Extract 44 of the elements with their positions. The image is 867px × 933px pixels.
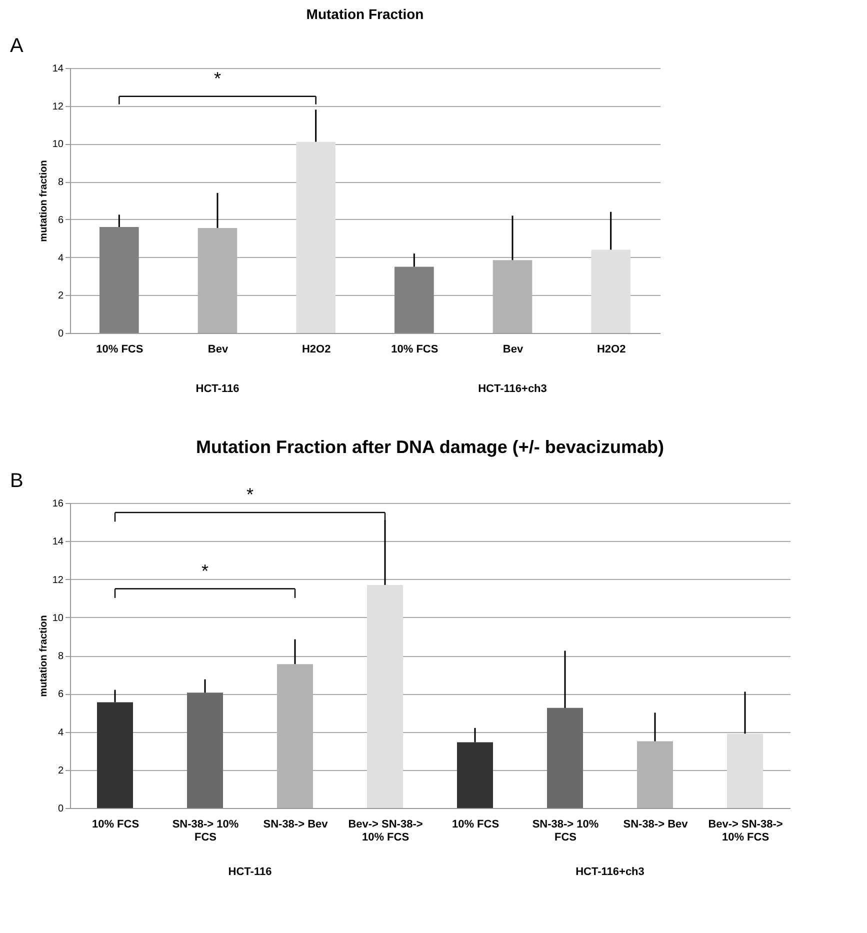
y-tick-label: 8 (58, 651, 64, 662)
chart-title: Mutation Fraction after DNA damage (+/- bevacizumab) (196, 437, 664, 457)
x-tick-label: 10% FCS (96, 344, 144, 356)
x-tick-label: SN-38-> 10% FCS (532, 818, 599, 844)
text: A (10, 35, 24, 57)
x-tick-label: 10% FCS (452, 818, 500, 830)
x-tick-label: Bev-> SN-38-> 10% FCS (348, 818, 423, 844)
y-tick-label: 12 (52, 574, 64, 586)
x-tick-label: H2O2 (302, 344, 331, 356)
x-tick-label: SN-38-> 10% FCS (172, 818, 239, 844)
annotation: * (246, 484, 254, 505)
text: HCT-116+ch3 (478, 383, 547, 395)
y-tick-label: 14 (52, 64, 64, 74)
y-tick-label: 10 (52, 139, 64, 150)
y-tick-label: 8 (58, 177, 64, 188)
annotation: * (214, 68, 222, 88)
text: B (10, 470, 24, 492)
x-tick-label: SN-38-> Bev (623, 818, 689, 830)
text: HCT-116+ch3 (576, 866, 644, 878)
x-tick-label: 10% FCS (92, 818, 140, 830)
y-tick-label: 12 (52, 101, 64, 112)
y-axis-title: mutation fraction (38, 615, 50, 697)
y-tick-label: 2 (58, 765, 64, 776)
y-tick-label: 14 (52, 536, 64, 548)
y-tick-label: 0 (58, 328, 64, 340)
y-tick-label: 10 (52, 612, 64, 624)
y-tick-label: 4 (58, 252, 64, 264)
y-tick-label: 4 (58, 727, 64, 738)
text: HCT-116 (228, 866, 272, 878)
text: HCT-116 (196, 383, 240, 395)
y-tick-label: 16 (52, 498, 64, 510)
chart-title: Mutation Fraction (306, 6, 424, 22)
x-tick-label: H2O2 (596, 344, 626, 356)
y-tick-label: 6 (58, 214, 64, 226)
x-tick-label: SN-38-> Bev (263, 818, 329, 830)
x-tick-label: 10% FCS (391, 344, 438, 356)
y-tick-label: 2 (58, 290, 64, 302)
y-tick-label: 6 (58, 689, 64, 700)
y-axis-title: mutation fraction (38, 160, 50, 242)
x-tick-label: Bev (208, 344, 229, 356)
x-tick-label: Bev (502, 344, 524, 356)
annotation: * (201, 560, 209, 581)
y-tick-label: 0 (58, 804, 64, 814)
x-tick-label: Bev-> SN-38-> 10% FCS (708, 818, 783, 844)
